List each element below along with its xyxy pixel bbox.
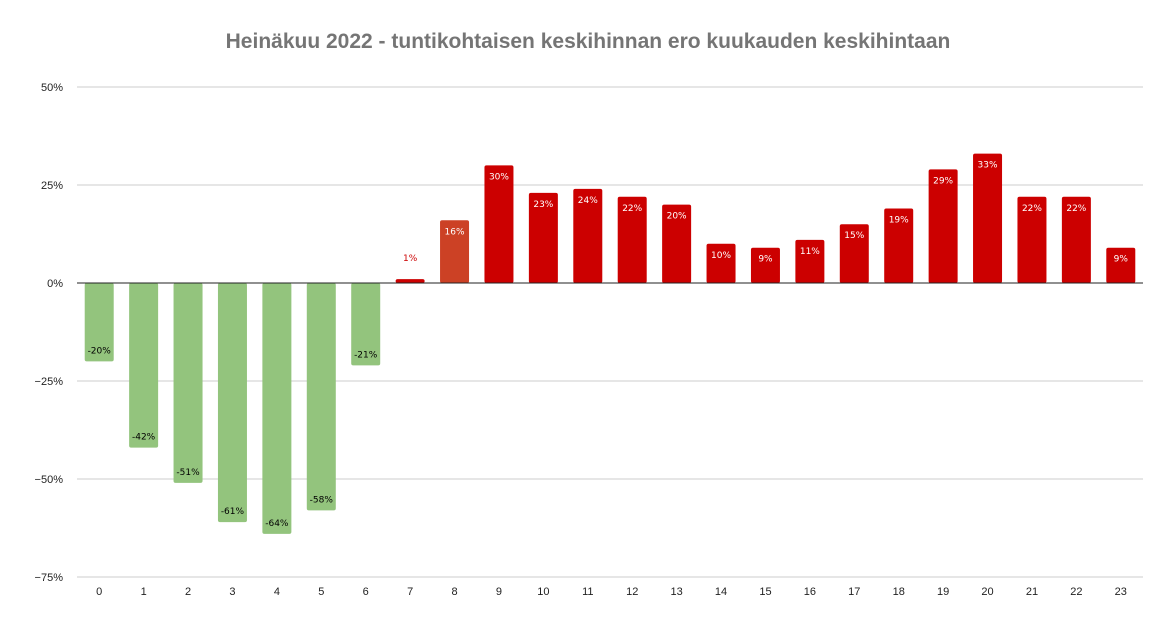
bar bbox=[262, 283, 292, 534]
x-tick-label: 10 bbox=[537, 586, 549, 598]
data-label: 20% bbox=[667, 212, 687, 222]
bar bbox=[440, 220, 470, 283]
data-label: 22% bbox=[1066, 204, 1086, 214]
x-tick-label: 7 bbox=[407, 586, 413, 598]
bar bbox=[528, 192, 558, 283]
data-label: -20% bbox=[88, 346, 112, 356]
y-tick-label: 0% bbox=[47, 278, 63, 290]
x-tick-label: 15 bbox=[759, 586, 771, 598]
bar bbox=[351, 283, 381, 366]
x-tick-label: 11 bbox=[582, 586, 593, 598]
data-label: -58% bbox=[310, 495, 334, 505]
x-tick-label: 23 bbox=[1115, 586, 1127, 598]
data-label: 16% bbox=[445, 227, 465, 237]
x-tick-label: 14 bbox=[715, 586, 727, 598]
bar bbox=[484, 165, 514, 283]
y-tick-label: −75% bbox=[35, 572, 64, 584]
x-tick-label: 21 bbox=[1026, 586, 1038, 598]
x-tick-label: 9 bbox=[496, 586, 502, 598]
x-tick-label: 0 bbox=[96, 586, 102, 598]
x-tick-label: 4 bbox=[274, 586, 280, 598]
bar bbox=[217, 283, 247, 523]
x-tick-label: 2 bbox=[185, 586, 191, 598]
bar bbox=[795, 239, 825, 283]
data-label: 30% bbox=[489, 172, 509, 182]
data-label: 33% bbox=[978, 161, 998, 171]
data-label: 9% bbox=[758, 255, 773, 265]
data-label: 15% bbox=[844, 231, 864, 241]
x-tick-label: 18 bbox=[893, 586, 905, 598]
x-tick-label: 16 bbox=[804, 586, 816, 598]
y-tick-label: 50% bbox=[41, 82, 63, 94]
data-label: 24% bbox=[578, 196, 598, 206]
bar bbox=[173, 283, 203, 483]
data-label: 23% bbox=[533, 200, 553, 210]
y-tick-label: −25% bbox=[35, 376, 64, 388]
bar bbox=[84, 283, 114, 362]
bar bbox=[928, 169, 958, 283]
data-label: -51% bbox=[176, 468, 200, 478]
bar bbox=[750, 247, 780, 283]
x-tick-label: 5 bbox=[318, 586, 324, 598]
data-label: 11% bbox=[800, 247, 820, 257]
data-label: -64% bbox=[265, 519, 289, 529]
bar bbox=[1106, 247, 1136, 283]
bar bbox=[973, 153, 1003, 283]
bar bbox=[839, 224, 869, 283]
data-label: 9% bbox=[1114, 255, 1129, 265]
data-label: 1% bbox=[403, 254, 418, 264]
x-tick-label: 12 bbox=[626, 586, 638, 598]
bar bbox=[706, 243, 736, 283]
data-label: -42% bbox=[132, 433, 156, 443]
x-tick-label: 20 bbox=[981, 586, 993, 598]
bar bbox=[129, 283, 159, 448]
data-label: -61% bbox=[221, 507, 245, 517]
x-tick-label: 8 bbox=[451, 586, 457, 598]
data-label: 10% bbox=[711, 251, 731, 261]
x-tick-label: 6 bbox=[363, 586, 369, 598]
bar bbox=[884, 208, 914, 283]
x-tick-label: 17 bbox=[848, 586, 860, 598]
bar bbox=[395, 279, 425, 283]
x-tick-label: 1 bbox=[141, 586, 147, 598]
bar bbox=[573, 188, 603, 283]
bar bbox=[662, 204, 692, 283]
x-tick-label: 19 bbox=[937, 586, 949, 598]
x-tick-label: 13 bbox=[671, 586, 683, 598]
bar bbox=[1017, 196, 1047, 283]
bar bbox=[306, 283, 336, 511]
y-tick-label: 25% bbox=[41, 180, 63, 192]
data-label: -21% bbox=[354, 350, 378, 360]
bar bbox=[617, 196, 647, 283]
data-label: 22% bbox=[1022, 204, 1042, 214]
x-tick-label: 22 bbox=[1070, 586, 1082, 598]
chart-title: Heinäkuu 2022 - tuntikohtaisen keskihinn… bbox=[225, 30, 951, 53]
data-label: 22% bbox=[622, 204, 642, 214]
data-label: 19% bbox=[889, 216, 909, 226]
data-label: 29% bbox=[933, 176, 953, 186]
y-tick-label: −50% bbox=[35, 474, 64, 486]
x-tick-label: 3 bbox=[229, 586, 235, 598]
bar bbox=[1061, 196, 1091, 283]
